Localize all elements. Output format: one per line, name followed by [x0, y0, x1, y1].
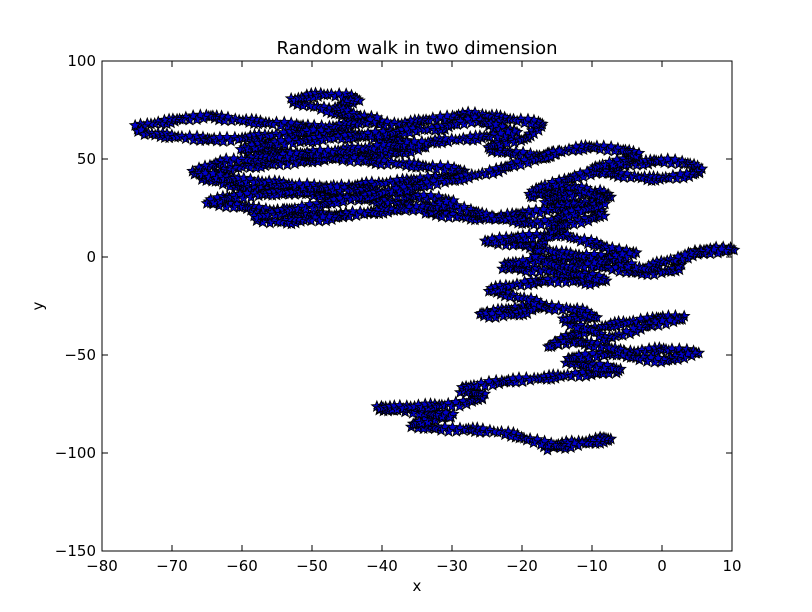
- y-tick-label: −50: [64, 346, 96, 364]
- walk-point: [553, 144, 566, 157]
- y-tick-label: 50: [77, 150, 96, 168]
- walk-point: [661, 152, 675, 165]
- walk-point: [501, 125, 515, 138]
- points-layer: [128, 86, 741, 456]
- chart-title: Random walk in two dimension: [276, 38, 557, 59]
- x-tick-label: −20: [506, 557, 538, 575]
- walk-point: [615, 247, 629, 260]
- walk-point: [370, 110, 384, 124]
- walk-point: [584, 233, 598, 246]
- x-tick-label: −70: [156, 557, 188, 575]
- y-tick-label: 0: [86, 248, 96, 266]
- walk-point: [528, 249, 542, 262]
- walk-point: [626, 321, 640, 334]
- x-tick-label: −30: [436, 557, 468, 575]
- x-tick-label: 10: [722, 557, 741, 575]
- y-tick-label: 100: [67, 52, 96, 70]
- walk-point: [678, 248, 692, 261]
- walk-point: [134, 123, 148, 136]
- walk-point: [632, 320, 646, 333]
- plot-frame: [101, 60, 733, 552]
- x-tick-label: 0: [657, 557, 667, 575]
- walk-point: [219, 152, 233, 165]
- x-axis-label: x: [413, 577, 422, 595]
- x-tick-label: −60: [226, 557, 258, 575]
- y-axis-label: y: [29, 301, 47, 310]
- walk-point: [346, 204, 359, 218]
- y-tick-label: −100: [55, 444, 96, 462]
- walk-point: [206, 166, 220, 180]
- x-tick-label: −80: [86, 557, 118, 575]
- walk-point: [439, 194, 453, 207]
- ticks-layer: −80 −70 −60 −50 −40 −30 −20 −10 0 10−150−100−5005…: [55, 52, 742, 575]
- walk-point: [529, 203, 543, 216]
- walk-point: [480, 207, 493, 220]
- walk-point: [489, 117, 503, 131]
- y-tick-label: −150: [55, 542, 96, 560]
- x-tick-label: −10: [576, 557, 608, 575]
- x-tick-label: −40: [366, 557, 398, 575]
- walk-point: [605, 240, 619, 253]
- walk-point: [655, 313, 669, 327]
- x-tick-label: −50: [296, 557, 328, 575]
